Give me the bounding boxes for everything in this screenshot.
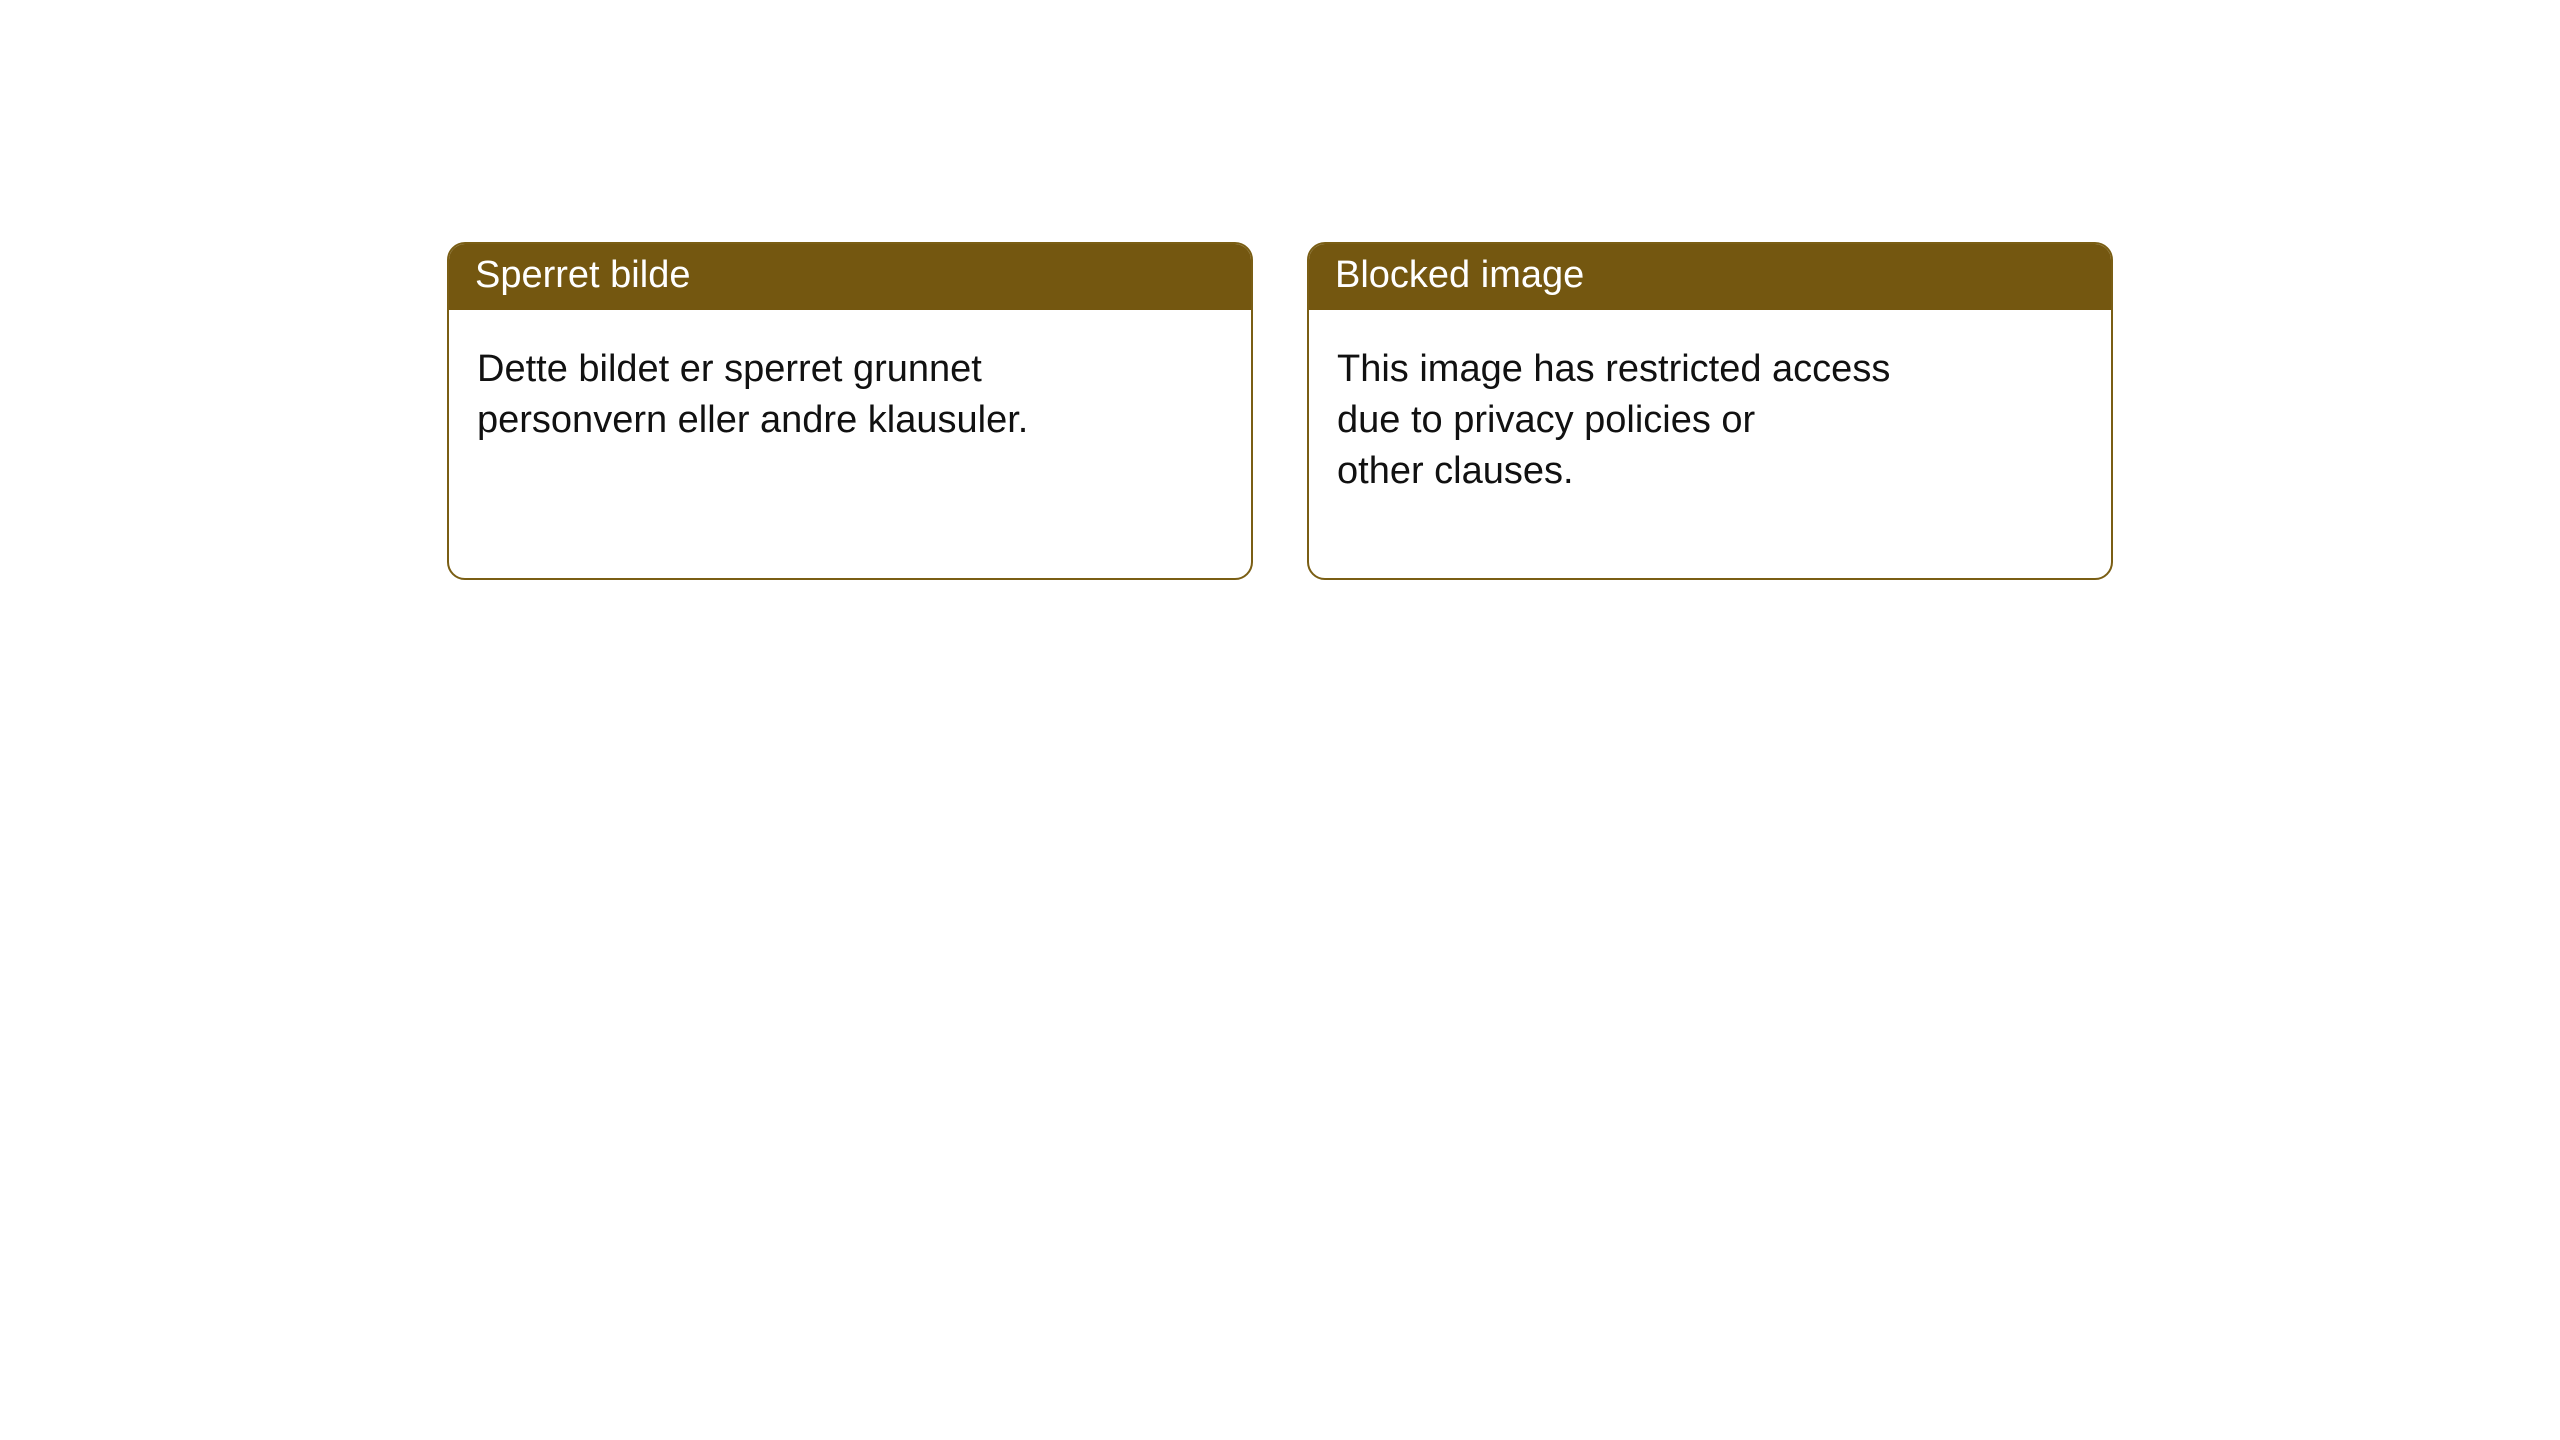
notice-card-body: This image has restricted access due to … (1309, 310, 2111, 518)
page-canvas: Sperret bilde Dette bildet er sperret gr… (0, 0, 2560, 1440)
notice-card-english: Blocked image This image has restricted … (1307, 242, 2113, 580)
notice-card-norwegian: Sperret bilde Dette bildet er sperret gr… (447, 242, 1253, 580)
notice-card-title: Blocked image (1309, 244, 2111, 310)
notice-card-title: Sperret bilde (449, 244, 1251, 310)
notice-card-body: Dette bildet er sperret grunnet personve… (449, 310, 1251, 467)
notice-cards-row: Sperret bilde Dette bildet er sperret gr… (447, 242, 2113, 580)
